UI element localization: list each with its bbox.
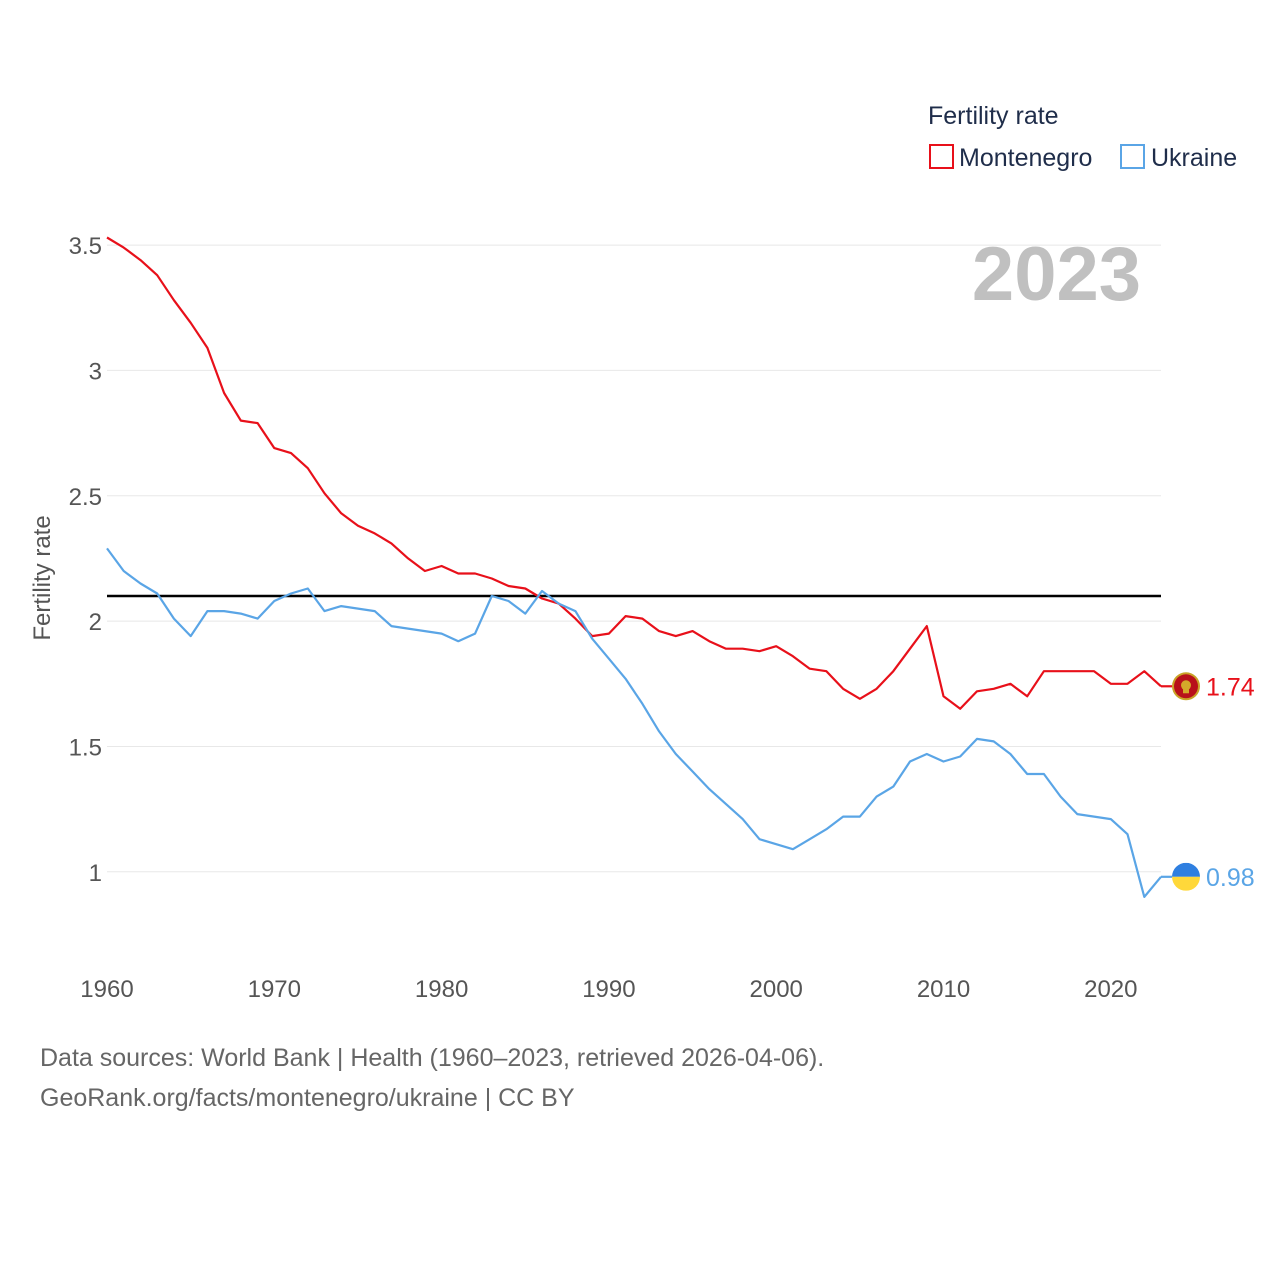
end-markers: 1.74 0.98 (1161, 672, 1255, 892)
y-tick-label: 3.5 (69, 233, 102, 260)
x-tick-label: 2020 (1084, 976, 1137, 1003)
y-tick-label: 2.5 (69, 484, 102, 511)
x-tick-label: 1980 (415, 976, 468, 1003)
y-tick-label: 3 (89, 358, 102, 385)
y-axis-label: Fertility rate (29, 515, 56, 640)
legend: Fertility rate Montenegro Ukraine (928, 102, 1237, 172)
y-axis-ticks: 1 1.5 2 2.5 3 3.5 (69, 233, 102, 887)
footer-link: GeoRank.org/facts/montenegro/ukraine | C… (40, 1084, 575, 1112)
legend-title: Fertility rate (928, 102, 1059, 130)
montenegro-flag-icon (1172, 672, 1200, 701)
x-tick-label: 1960 (80, 976, 133, 1003)
series-lines (106, 236, 1162, 899)
year-label: 2023 (972, 232, 1141, 317)
x-axis-ticks: 1960 1970 1980 1990 2000 2010 2020 (80, 976, 1137, 1003)
x-tick-label: 2010 (917, 976, 970, 1003)
x-tick-label: 1990 (582, 976, 635, 1003)
series-end-value-montenegro: 1.74 (1206, 673, 1255, 701)
gridlines (107, 244, 1161, 873)
series-line-montenegro (106, 236, 1162, 710)
x-tick-label: 1970 (248, 976, 301, 1003)
legend-swatch-ukraine (1120, 144, 1145, 169)
y-tick-label: 1.5 (69, 734, 102, 761)
y-tick-label: 2 (89, 609, 102, 636)
legend-label-montenegro: Montenegro (959, 144, 1092, 172)
series-line-ukraine (106, 547, 1162, 899)
footer-sources: Data sources: World Bank | Health (1960–… (40, 1044, 825, 1072)
legend-swatch-montenegro (929, 144, 954, 169)
x-tick-label: 2000 (750, 976, 803, 1003)
legend-label-ukraine: Ukraine (1151, 144, 1237, 172)
y-tick-label: 1 (89, 860, 102, 887)
series-end-value-ukraine: 0.98 (1206, 864, 1255, 892)
ukraine-flag-icon (1172, 862, 1200, 891)
